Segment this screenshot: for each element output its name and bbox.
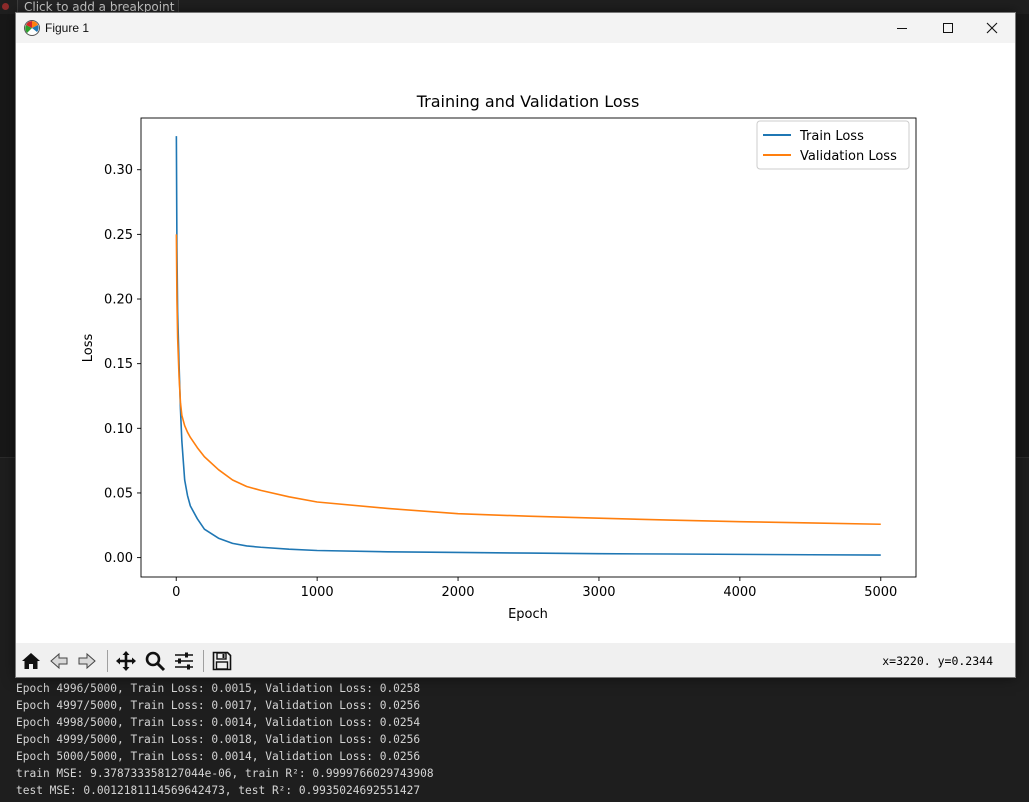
y-tick-label: 0.30 bbox=[104, 163, 133, 178]
cursor-coordinates: x=3220. y=0.2344 bbox=[882, 654, 993, 668]
home-icon bbox=[22, 653, 40, 669]
legend-validation-label: Validation Loss bbox=[800, 149, 897, 164]
terminal-line: test MSE: 0.0012181114569642473, test R²… bbox=[16, 784, 421, 797]
figure-window: Figure 1 Training and Validation Loss 0 1… bbox=[15, 12, 1016, 678]
x-tick-label: 3000 bbox=[582, 585, 615, 600]
legend: Train Loss Validation Loss bbox=[756, 120, 910, 170]
forward-arrow-icon bbox=[78, 652, 96, 670]
legend-train-label: Train Loss bbox=[799, 129, 864, 144]
breakpoint-icon[interactable] bbox=[2, 3, 9, 10]
save-button[interactable] bbox=[210, 649, 234, 673]
back-button[interactable] bbox=[47, 649, 71, 673]
chart-title: Training and Validation Loss bbox=[416, 92, 640, 111]
minimize-button[interactable] bbox=[879, 13, 925, 43]
window-titlebar[interactable]: Figure 1 bbox=[16, 13, 1015, 43]
terminal-line: Epoch 4996/5000, Train Loss: 0.0015, Val… bbox=[16, 682, 421, 695]
series-line-0 bbox=[175, 136, 881, 556]
close-button[interactable] bbox=[969, 13, 1015, 43]
x-tick-label: 0 bbox=[172, 585, 180, 600]
terminal-line: Epoch 4998/5000, Train Loss: 0.0014, Val… bbox=[16, 716, 421, 729]
figure-canvas[interactable]: Training and Validation Loss 0 1000 2000 30… bbox=[16, 43, 1015, 643]
y-tick-label: 0.20 bbox=[104, 293, 133, 308]
x-tick-label: 5000 bbox=[864, 585, 897, 600]
matplotlib-logo-icon bbox=[24, 20, 40, 36]
window-title: Figure 1 bbox=[45, 21, 90, 35]
loss-chart[interactable]: Training and Validation Loss 0 1000 2000 30… bbox=[16, 43, 1015, 643]
configure-subplots-button[interactable] bbox=[172, 649, 196, 673]
x-tick-label: 2000 bbox=[441, 585, 474, 600]
toolbar-separator bbox=[107, 650, 108, 672]
pan-button[interactable] bbox=[114, 649, 138, 673]
save-icon bbox=[212, 651, 232, 671]
back-arrow-icon bbox=[50, 652, 68, 670]
zoom-button[interactable] bbox=[143, 649, 167, 673]
move-icon bbox=[116, 651, 136, 671]
axes-frame bbox=[140, 117, 917, 578]
x-tick-label: 1000 bbox=[301, 585, 334, 600]
home-button[interactable] bbox=[19, 649, 43, 673]
legend-box bbox=[756, 120, 910, 170]
y-tick-label: 0.10 bbox=[104, 422, 133, 437]
toolbar-separator bbox=[203, 650, 204, 672]
ticks-layer: 0 1000 2000 3000 4000 5000 0.00 0.05 0.10 0.15 0.2… bbox=[104, 163, 897, 600]
y-axis-label: Loss bbox=[81, 334, 96, 363]
maximize-icon bbox=[943, 23, 953, 33]
series-line-1 bbox=[175, 234, 881, 526]
y-tick-label: 0.25 bbox=[104, 228, 133, 243]
y-tick-label: 0.05 bbox=[104, 486, 133, 501]
terminal-line: train MSE: 9.378733358127044e-06, train … bbox=[16, 767, 434, 780]
forward-button[interactable] bbox=[75, 649, 99, 673]
ide-top-bar bbox=[0, 0, 1029, 14]
y-tick-label: 0.00 bbox=[104, 551, 133, 566]
figure-toolbar: x=3220. y=0.2344 bbox=[16, 643, 1015, 677]
series-layer bbox=[175, 136, 881, 556]
terminal-output: Epoch 4996/5000, Train Loss: 0.0015, Val… bbox=[16, 680, 1016, 801]
maximize-button[interactable] bbox=[925, 13, 971, 43]
x-tick-label: 4000 bbox=[723, 585, 756, 600]
close-icon bbox=[986, 22, 998, 34]
search-icon bbox=[145, 651, 166, 672]
y-tick-label: 0.15 bbox=[104, 357, 133, 372]
terminal-line: Epoch 5000/5000, Train Loss: 0.0014, Val… bbox=[16, 750, 421, 763]
minimize-icon bbox=[897, 28, 907, 29]
sliders-icon bbox=[175, 652, 193, 670]
x-axis-label: Epoch bbox=[508, 607, 548, 622]
terminal-line: Epoch 4997/5000, Train Loss: 0.0017, Val… bbox=[16, 699, 421, 712]
terminal-line: Epoch 4999/5000, Train Loss: 0.0018, Val… bbox=[16, 733, 421, 746]
